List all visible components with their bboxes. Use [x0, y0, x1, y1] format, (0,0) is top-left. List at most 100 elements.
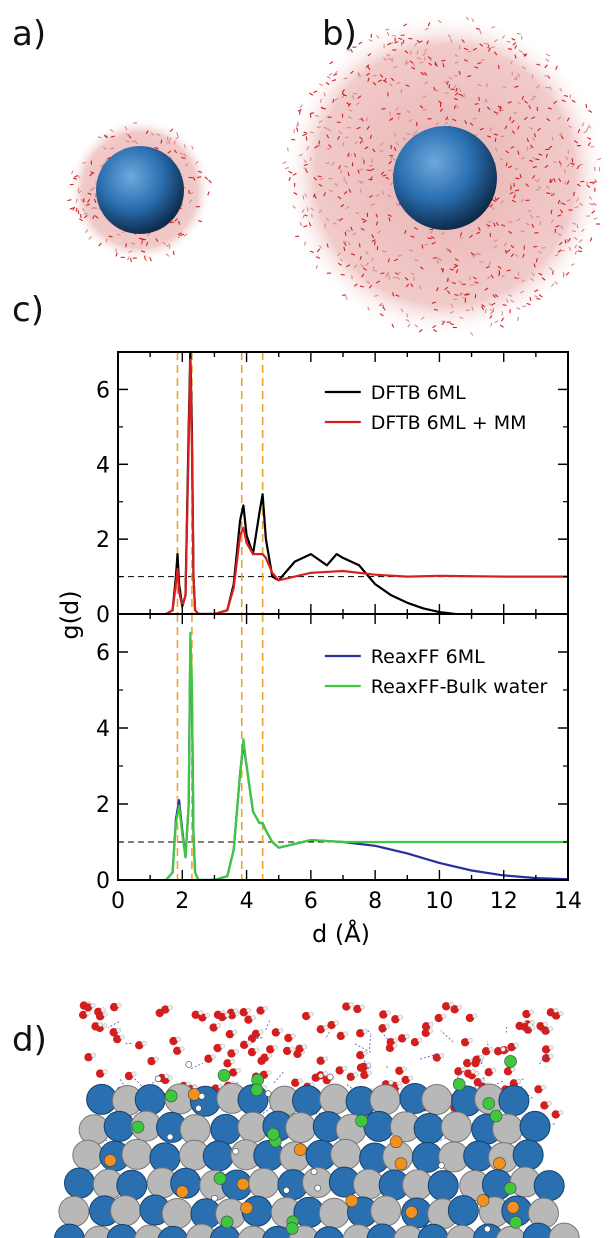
- large-water-molecule: [493, 239, 498, 243]
- hydrogen-bond: [190, 1062, 204, 1069]
- adsorbate-atom: [452, 1077, 466, 1091]
- oxygen-atom: [521, 1022, 530, 1032]
- hydrogen-atom: [397, 1014, 403, 1020]
- adsorbate-atom: [220, 1215, 234, 1229]
- large-water-molecule: [370, 203, 375, 206]
- large-water-molecule: [521, 305, 527, 308]
- large-water-molecule: [422, 52, 427, 57]
- large-water-molecule: [427, 22, 431, 27]
- large-water-molecule: [306, 207, 309, 212]
- large-water-molecule: [369, 134, 373, 139]
- small-water-molecule: [82, 161, 87, 164]
- large-water-molecule: [453, 84, 457, 89]
- hydrogen-bond: [369, 1066, 372, 1068]
- large-water-molecule: [565, 272, 570, 276]
- hydrogen-atom: [102, 1023, 108, 1029]
- small-water-molecule: [162, 241, 167, 246]
- large-water-molecule: [458, 280, 463, 284]
- adsorbate-atom: [185, 1061, 193, 1068]
- large-water-molecule: [355, 102, 360, 106]
- large-water-molecule: [481, 304, 486, 308]
- large-water-molecule: [309, 92, 314, 96]
- large-water-molecule: [472, 117, 477, 120]
- hydrogen-atom: [385, 1023, 391, 1029]
- large-water-molecule: [390, 77, 395, 82]
- large-water-molecule: [371, 239, 376, 242]
- large-water-molecule: [325, 217, 330, 222]
- large-water-molecule: [477, 226, 481, 231]
- hydrogen-atom: [302, 1044, 307, 1050]
- oxygen-atom: [95, 1069, 105, 1078]
- large-water-molecule: [350, 226, 353, 231]
- grey-atom: [495, 1225, 527, 1238]
- large-water-molecule: [442, 63, 445, 68]
- large-water-molecule: [510, 60, 513, 65]
- large-water-molecule: [427, 237, 432, 240]
- large-water-molecule: [531, 272, 536, 276]
- large-water-molecule: [319, 178, 324, 180]
- large-water-molecule: [431, 241, 436, 245]
- large-water-molecule: [308, 222, 312, 227]
- large-water-molecule: [489, 203, 493, 208]
- large-water-molecule: [390, 156, 393, 161]
- large-water-molecule: [531, 116, 536, 120]
- small-water-molecule: [208, 179, 212, 184]
- large-water-molecule: [499, 157, 504, 161]
- large-water-molecule: [477, 252, 481, 256]
- large-water-molecule: [385, 176, 390, 180]
- small-water-molecule: [109, 129, 114, 133]
- blue-atom: [498, 1085, 530, 1117]
- hydrogen-bond: [367, 1030, 372, 1035]
- hydrogen-atom: [417, 1037, 423, 1043]
- hydrogen-atom: [401, 1066, 407, 1072]
- large-water-molecule: [508, 221, 513, 223]
- large-water-molecule: [505, 150, 510, 154]
- large-water-molecule: [488, 261, 491, 266]
- large-water-molecule: [476, 231, 481, 235]
- large-water-molecule: [511, 130, 516, 135]
- small-water-molecule: [87, 192, 92, 196]
- large-water-molecule: [554, 281, 558, 285]
- large-water-molecule: [357, 95, 362, 99]
- large-water-molecule: [352, 46, 357, 48]
- large-water-molecule: [484, 99, 488, 104]
- large-water-molecule: [566, 163, 570, 168]
- hydrogen-atom: [179, 1046, 185, 1052]
- oxygen-atom: [391, 1015, 400, 1024]
- adsorbate-atom: [314, 1184, 322, 1192]
- small-water-molecule: [88, 236, 93, 240]
- large-water-molecule: [505, 162, 508, 167]
- large-water-molecule: [347, 171, 350, 177]
- large-water-molecule: [469, 284, 475, 286]
- oxygen-atom: [91, 1022, 100, 1031]
- large-water-molecule: [291, 138, 296, 141]
- grey-atom: [369, 1084, 401, 1116]
- large-water-molecule: [506, 40, 511, 43]
- large-water-molecule: [394, 132, 397, 137]
- large-water-molecule: [353, 153, 357, 158]
- y-tick-label: 0: [96, 869, 110, 894]
- large-water-molecule: [448, 76, 453, 80]
- large-water-molecule: [531, 174, 536, 179]
- blue-atom: [522, 1222, 554, 1238]
- large-water-molecule: [485, 265, 490, 269]
- large-water-molecule: [490, 46, 495, 49]
- large-water-molecule: [414, 258, 419, 262]
- large-water-molecule: [536, 63, 541, 66]
- large-water-molecule: [411, 66, 416, 70]
- large-water-molecule: [328, 72, 333, 77]
- adsorbate-atom: [236, 1177, 250, 1191]
- oxygen-atom: [83, 1003, 93, 1012]
- small-water-molecule: [130, 242, 136, 245]
- oxygen-atom: [256, 1006, 265, 1015]
- blue-atom: [106, 1223, 138, 1238]
- large-water-molecule: [588, 202, 593, 206]
- oxygen-atom: [291, 1078, 300, 1087]
- oxygen-atom: [172, 1046, 182, 1056]
- small-water-molecule: [149, 257, 152, 262]
- large-water-molecule: [517, 73, 521, 78]
- oxygen-atom: [546, 1008, 556, 1017]
- hydrogen-atom: [385, 1010, 391, 1015]
- large-water-molecule: [451, 281, 456, 285]
- large-water-molecule: [371, 257, 374, 262]
